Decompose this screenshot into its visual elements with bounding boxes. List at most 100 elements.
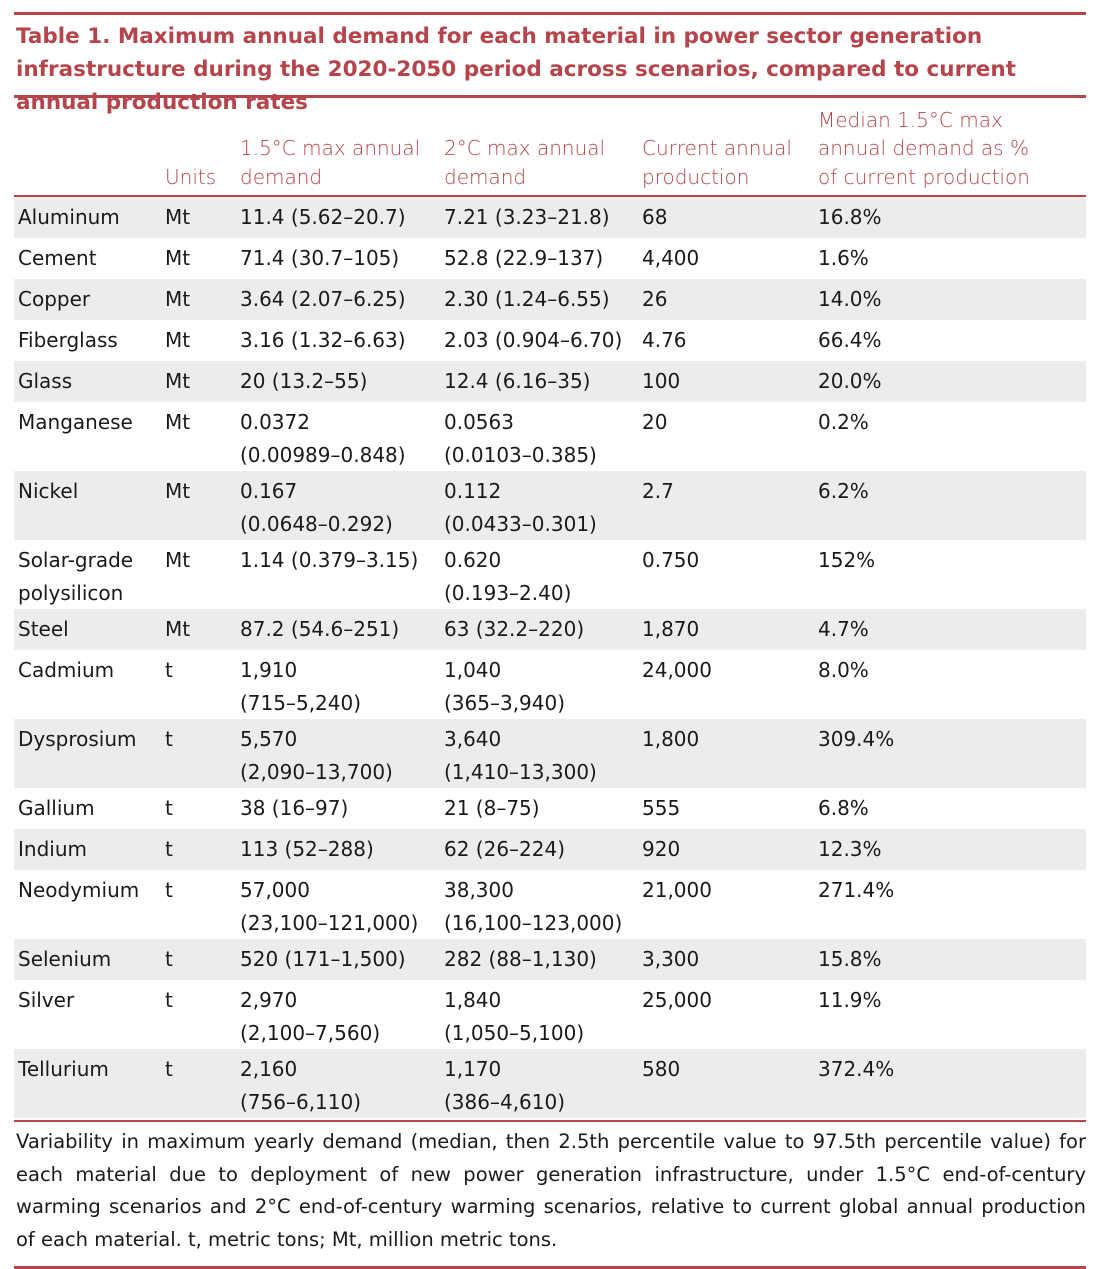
material-name: Tellurium [18,1053,109,1086]
demand-2c: 12.4 (6.16–35) [444,365,590,398]
demand-1-5c-line: 71.4 (30.7–105) [240,246,400,270]
current-production: 0.750 [642,548,700,572]
demand-2c-line: 21 (8–75) [444,796,540,820]
demand-2c-line: 1,040 [444,658,502,682]
demand-1-5c: 5,570 (2,090–13,700) [240,723,393,788]
demand-1-5c-line: (23,100–121,000) [240,910,419,935]
current-production: 25,000 [642,988,712,1012]
demand-1-5c: 57,000 (23,100–121,000) [240,874,418,939]
table-row: Tellurium t 2,160 (756–6,110) 1,170 (386–4,61… [14,1049,1086,1118]
column-header-line: demand [240,164,323,189]
table-row: Dysprosium t 5,570 (2,090–13,700) 3,640 (1,41… [14,719,1086,788]
demand-2c-line: 63 (32.2–220) [444,617,585,641]
demand-2c: 52.8 (22.9–137) [444,242,603,275]
column-header-2: 1.5°C max annual demand [240,134,420,191]
column-header-4: Current annual production [642,134,792,191]
table-row: Cadmium t 1,910 (715–5,240) 1,040 (365–3,940)… [14,650,1086,719]
pct-of-production: 14.0% [818,287,882,311]
demand-1-5c-line: (2,100–7,560) [240,1020,381,1045]
demand-2c-line: 282 (88–1,130) [444,947,597,971]
demand-1-5c: 0.167 (0.0648–0.292) [240,475,393,540]
demand-1-5c: 38 (16–97) [240,792,348,825]
material-name-line: Dysprosium [18,727,137,751]
material-name: Steel [18,613,69,646]
current-production: 920 [642,837,681,861]
material-name: Neodymium [18,874,139,907]
demand-1-5c-line: 520 (171–1,500) [240,947,406,971]
pct-of-production: 20.0% [818,369,882,393]
table-row: Nickel Mt 0.167 (0.0648–0.292) 0.112 (0.0433–… [14,471,1086,540]
column-header-line: 1.5°C max annual [240,136,421,160]
material-name-line: polysilicon [18,580,124,605]
units: Mt [165,205,191,229]
pct-of-production: 15.8% [818,947,882,971]
top-rule [14,12,1086,15]
demand-2c: 2.03 (0.904–6.70) [444,324,622,357]
bottom-rule [14,1120,1086,1122]
demand-1-5c: 0.0372 (0.00989–0.848) [240,406,406,471]
current-production: 1,870 [642,617,700,641]
units: t [165,988,173,1012]
demand-2c-line: 1,840 [444,988,502,1012]
demand-1-5c-line: 1.14 (0.379–3.15) [240,548,419,572]
table-footnote: Variability in maximum yearly demand (me… [16,1130,1086,1251]
demand-1-5c-line: 3.16 (1.32–6.63) [240,328,406,352]
material-name: Silver [18,984,74,1017]
pct-of-production: 271.4% [818,878,895,902]
pct-of-production: 309.4% [818,727,895,751]
title-rule [14,95,1086,98]
demand-1-5c-line: 57,000 [240,878,310,902]
demand-2c-line: 0.112 [444,479,502,503]
current-production: 3,300 [642,947,700,971]
material-name-line: Steel [18,617,69,641]
pct-of-production: 0.2% [818,410,869,434]
table-body: Aluminum Mt 11.4 (5.62–20.7) 7.21 (3.23–21.… [14,197,1086,1118]
demand-1-5c-line: (0.0648–0.292) [240,511,393,536]
material-name-line: Tellurium [18,1057,109,1081]
current-production: 580 [642,1057,681,1081]
demand-2c-line: (1,410–13,300) [444,759,597,784]
units: t [165,947,173,971]
demand-2c-line: 52.8 (22.9–137) [444,246,604,270]
demand-2c-line: 12.4 (6.16–35) [444,369,591,393]
material-name: Selenium [18,943,111,976]
table-row: Solar-grade polysilicon Mt 1.14 (0.379–3.15… [14,540,1086,609]
current-production: 100 [642,369,681,393]
demand-2c-line: 62 (26–224) [444,837,566,861]
demand-2c-line: 3,640 [444,727,502,751]
units: t [165,878,173,902]
demand-2c: 38,300 (16,100–123,000) [444,874,622,939]
demand-2c: 21 (8–75) [444,792,540,825]
demand-1-5c: 2,160 (756–6,110) [240,1053,361,1118]
demand-1-5c: 3.64 (2.07–6.25) [240,283,406,316]
material-name-line: Copper [18,287,91,311]
units: Mt [165,287,191,311]
pct-of-production: 372.4% [818,1057,895,1081]
material-name: Copper [18,283,90,316]
material-name-line: Neodymium [18,878,140,902]
table-row: Neodymium t 57,000 (23,100–121,000) 38,300 (1… [14,870,1086,939]
demand-2c: 0.0563 (0.0103–0.385) [444,406,597,471]
demand-2c: 1,840 (1,050–5,100) [444,984,584,1049]
material-name: Glass [18,365,72,398]
pct-of-production: 11.9% [818,988,882,1012]
material-name: Manganese [18,406,133,439]
material-name: Solar-grade polysilicon [18,544,133,609]
units: t [165,796,173,820]
demand-1-5c: 1.14 (0.379–3.15) [240,544,418,577]
units: Mt [165,410,191,434]
table-row: Indium t 113 (52–288) 62 (26–224) 920 12.3% [14,829,1086,870]
material-name-line: Selenium [18,947,112,971]
demand-2c-line: (0.0103–0.385) [444,442,597,467]
material-name: Nickel [18,475,78,508]
pct-of-production: 12.3% [818,837,882,861]
demand-1-5c-line: 11.4 (5.62–20.7) [240,205,406,229]
units: t [165,1057,173,1081]
demand-2c-line: (365–3,940) [444,690,566,715]
table-row: Gallium t 38 (16–97) 21 (8–75) 555 6.8% [14,788,1086,829]
demand-1-5c: 2,970 (2,100–7,560) [240,984,380,1049]
pct-of-production: 152% [818,548,876,572]
demand-1-5c: 3.16 (1.32–6.63) [240,324,406,357]
current-production: 26 [642,287,668,311]
demand-2c: 62 (26–224) [444,833,565,866]
